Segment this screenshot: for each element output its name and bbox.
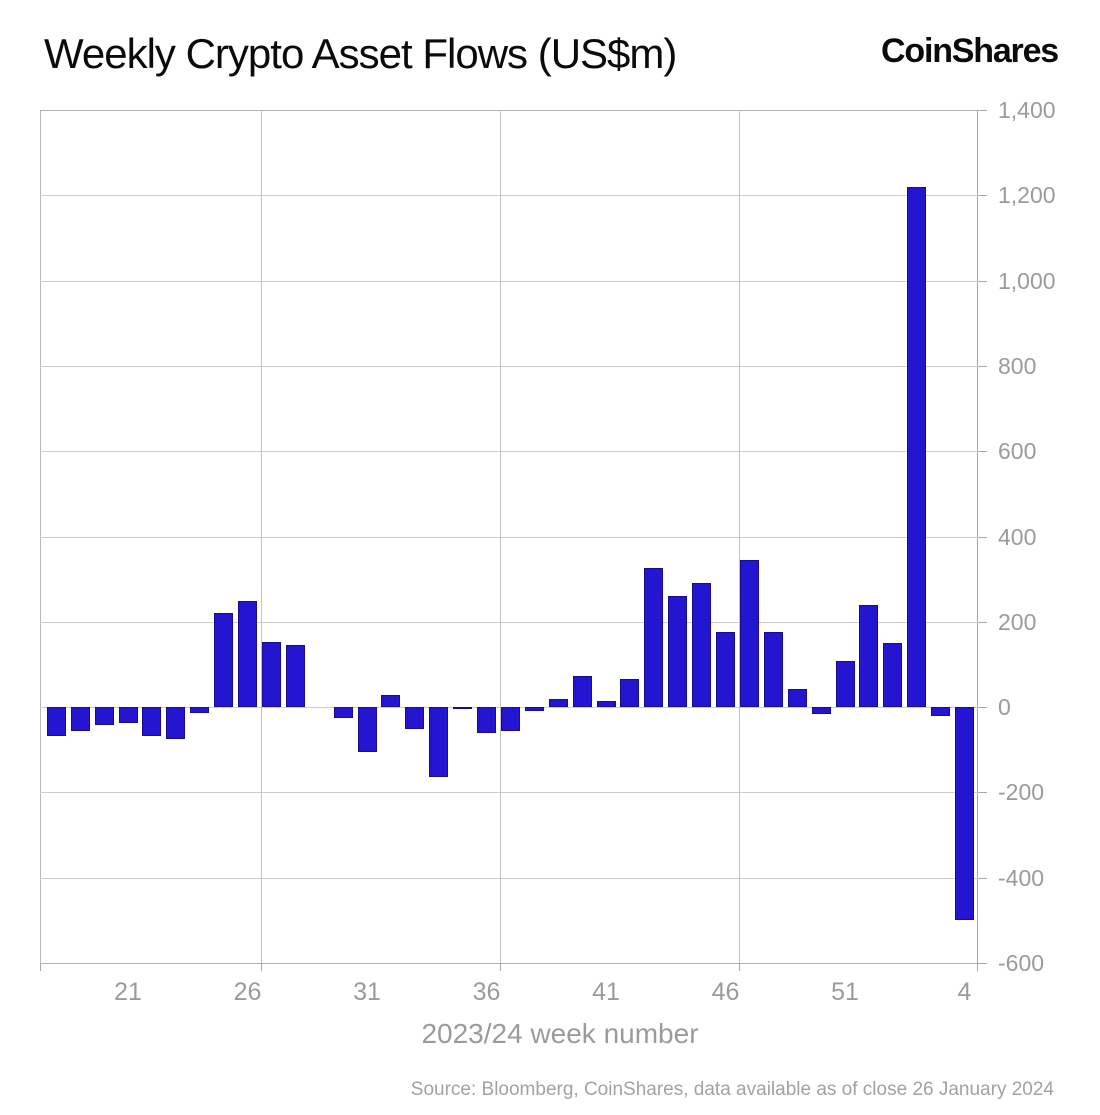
- bar-week-23: [166, 707, 186, 739]
- y-axis-tick: [978, 536, 987, 538]
- bar-week-35: [453, 707, 473, 710]
- gridline-x: [739, 110, 741, 963]
- x-tick-label-46: 46: [711, 978, 740, 1006]
- gridline-x: [261, 110, 263, 963]
- x-tick-label-51: 51: [831, 978, 859, 1006]
- bar-week-37: [500, 707, 520, 731]
- gridline-x: [500, 110, 502, 963]
- bar-week-40: [572, 675, 592, 708]
- chart-title: Weekly Crypto Asset Flows (US$m): [44, 30, 677, 77]
- x-axis-tick: [739, 963, 741, 971]
- bar-week-32: [381, 695, 401, 708]
- bar-week-46: [716, 632, 735, 708]
- gridline-y-600: [40, 451, 978, 453]
- bar-week-33: [405, 707, 425, 729]
- y-axis-tick: [978, 280, 987, 282]
- y-tick-label-800: 800: [998, 352, 1037, 379]
- gridline-y--400: [40, 877, 978, 879]
- y-tick-label--200: -200: [998, 779, 1045, 806]
- bar-week-34: [429, 707, 449, 778]
- gridline-y-1400: [40, 110, 978, 111]
- bar-week-47: [739, 559, 759, 708]
- x-axis-tick: [500, 963, 502, 971]
- bar-week-39: [548, 698, 568, 708]
- bar-week-48: [763, 632, 783, 708]
- bar-week-19: [70, 707, 90, 731]
- y-axis-tick: [978, 792, 987, 794]
- gridline-y-200: [40, 621, 978, 623]
- bar-week-22: [142, 707, 162, 736]
- bar-week-52: [859, 604, 879, 708]
- x-tick-label-26: 26: [233, 978, 262, 1006]
- x-axis-tick: [261, 963, 263, 971]
- y-tick-label-600: 600: [998, 438, 1037, 465]
- bar-week-45: [692, 583, 712, 708]
- x-tick-label-21: 21: [114, 978, 142, 1006]
- y-tick-label-1,000: 1,000: [998, 267, 1056, 294]
- y-tick-label--600: -600: [998, 950, 1045, 976]
- bar-week-30: [333, 707, 353, 718]
- bar-week-1: [883, 643, 903, 708]
- y-axis-tick: [978, 110, 987, 111]
- y-axis-tick: [978, 621, 987, 623]
- y-axis-tick: [978, 877, 987, 879]
- bar-week-50: [811, 707, 831, 714]
- bar-week-38: [524, 707, 544, 711]
- x-tick-label-31: 31: [353, 978, 381, 1006]
- bar-week-3: [931, 707, 951, 717]
- x-axis-tick: [40, 963, 41, 971]
- y-axis-tick: [978, 195, 987, 197]
- bar-week-20: [94, 707, 114, 725]
- gridline-y--200: [40, 792, 978, 794]
- bar-week-36: [477, 707, 496, 733]
- coinshares-logo: CoinShares: [881, 32, 1059, 70]
- x-tick-label-36: 36: [472, 978, 501, 1006]
- y-tick-label-0: 0: [998, 694, 1011, 721]
- bar-week-31: [357, 707, 377, 753]
- gridline-y-400: [40, 536, 978, 538]
- y-tick-label--400: -400: [998, 864, 1045, 891]
- y-tick-label-1,400: 1,400: [998, 97, 1056, 123]
- gridline-y-1200: [40, 195, 978, 197]
- x-axis-title: 2023/24 week number: [421, 1018, 699, 1049]
- y-tick-label-200: 200: [998, 608, 1037, 635]
- y-axis-tick: [978, 707, 987, 709]
- y-axis-tick: [978, 963, 987, 964]
- bar-week-28: [285, 645, 305, 708]
- bar-week-51: [835, 661, 855, 708]
- plot-area: [40, 110, 978, 964]
- bar-week-4: [955, 707, 974, 921]
- bar-week-24: [190, 707, 210, 714]
- bar-week-43: [644, 568, 664, 708]
- y-tick-label-1,200: 1,200: [998, 182, 1056, 209]
- gridline-y-800: [40, 365, 978, 367]
- bar-week-2: [907, 186, 927, 708]
- bar-week-44: [668, 596, 688, 708]
- bar-week-41: [596, 701, 616, 708]
- bar-week-49: [787, 688, 807, 708]
- bar-week-26: [238, 601, 257, 708]
- gridline-y--600: [40, 963, 978, 964]
- gridline-y-1000: [40, 280, 978, 282]
- x-tick-label-4: 4: [957, 978, 972, 1006]
- y-axis-tick: [978, 365, 987, 367]
- bar-week-21: [118, 707, 138, 723]
- bar-week-18: [46, 707, 66, 737]
- bar-week-27: [261, 641, 281, 708]
- y-axis-tick: [978, 451, 987, 453]
- x-axis-tick: [977, 963, 978, 971]
- y-tick-label-400: 400: [998, 523, 1037, 550]
- source-note: Source: Bloomberg, CoinShares, data avai…: [410, 1079, 1054, 1100]
- bar-week-42: [620, 679, 640, 708]
- bar-week-25: [214, 613, 234, 708]
- x-tick-label-41: 41: [592, 978, 620, 1006]
